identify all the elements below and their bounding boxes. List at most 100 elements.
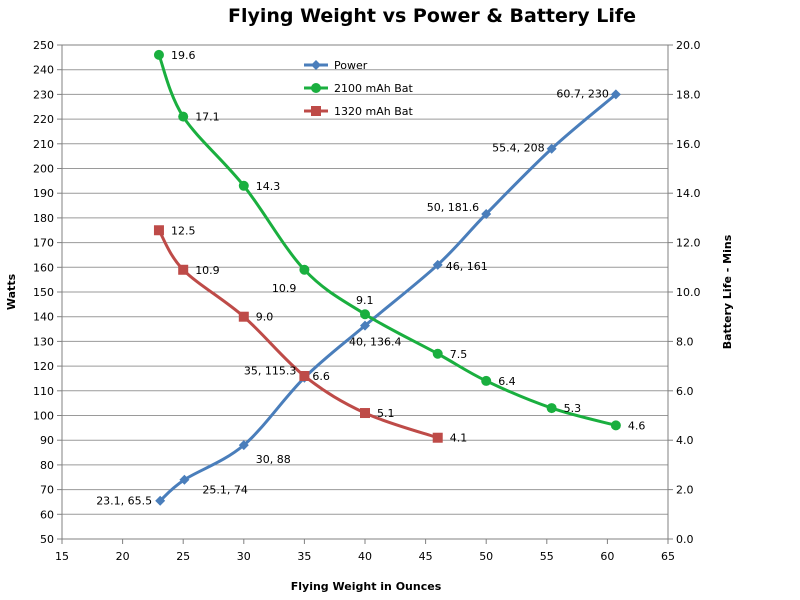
chart-title: Flying Weight vs Power & Battery Life [228,5,636,27]
x-tick-label: 65 [661,550,675,563]
legend-label-2100-mah-bat: 2100 mAh Bat [334,82,413,95]
y2-tick-label: 18.0 [676,88,701,101]
data-label-1320-mah-bat: 9.0 [256,311,273,324]
x-tick-label: 25 [176,550,190,563]
data-label-power: 46, 161 [446,260,488,273]
y-tick-label: 50 [40,533,54,546]
series-line-power [159,93,617,502]
marker-power [360,320,370,331]
data-label-2100-mah-bat: 4.6 [628,419,646,432]
marker-2100-mah-bat [360,309,370,320]
data-label-2100-mah-bat: 9.1 [356,294,374,307]
data-label-2100-mah-bat: 17.1 [195,111,220,124]
y-tick-label: 250 [33,39,54,52]
data-label-power: 40, 136.4 [349,336,401,349]
marker-power [481,208,492,219]
grid [62,44,668,540]
x-tick-label: 45 [419,550,433,563]
marker-power [238,440,249,451]
y-tick-label: 110 [33,385,54,398]
marker-2100-mah-bat [432,348,443,359]
y-tick-label: 140 [33,311,54,324]
data-label-1320-mah-bat: 10.9 [195,264,220,277]
y-tick-label: 170 [33,237,54,250]
data-label-power: 25.1, 74 [202,484,247,497]
data-label-2100-mah-bat: 10.9 [272,282,297,295]
series-lines [157,54,617,502]
marker-2100-mah-bat [481,375,492,386]
ticks: 50 60 70 80 90 100 110 120 130 140 150 160 170 180 190… [33,39,701,563]
y2-tick-label: 12.0 [676,237,701,250]
x-tick-label: 50 [479,550,493,563]
marker-power [610,89,621,100]
data-label-2100-mah-bat: 5.3 [564,402,582,415]
series-markers [153,49,621,506]
marker-2100-mah-bat [299,264,310,275]
marker-1320-mah-bat [238,311,249,322]
y-tick-label: 220 [33,113,54,126]
legend-label-power: Power [334,59,368,72]
y-tick-label: 190 [33,187,54,200]
data-label-1320-mah-bat: 6.6 [312,370,330,383]
x-tick-label: 35 [297,550,311,563]
y-tick-label: 90 [40,434,54,447]
x-tick-label: 15 [55,550,69,563]
marker-2100-mah-bat [238,180,249,191]
marker-power [546,143,557,154]
y2-tick-label: 16.0 [676,138,701,151]
y2-tick-label: 8.0 [676,335,694,348]
x-tick-label: 30 [237,550,251,563]
x-tick-label: 55 [540,550,554,563]
y2-axis-title: Battery Life - Mins [721,234,734,349]
legend-label-1320-mah-bat: 1320 mAh Bat [334,105,413,118]
marker-2100-mah-bat [610,420,621,431]
data-label-power: 35, 115.3 [244,365,296,378]
y2-tick-label: 14.0 [676,187,701,200]
y-tick-label: 210 [33,138,54,151]
y2-tick-label: 2.0 [676,484,694,497]
y-tick-label: 100 [33,410,54,423]
y-tick-label: 240 [33,64,54,77]
marker-2100-mah-bat [546,403,557,414]
data-label-1320-mah-bat: 5.1 [377,407,395,420]
data-label-2100-mah-bat: 6.4 [498,375,516,388]
data-label-power: 50, 181.6 [427,201,479,214]
marker-1320-mah-bat [432,432,443,443]
data-label-power: 23.1, 65.5 [96,495,152,508]
data-label-2100-mah-bat: 19.6 [171,49,196,62]
marker-2100-mah-bat [153,49,164,60]
data-label-power: 30, 88 [256,453,291,466]
data-label-1320-mah-bat: 4.1 [450,432,468,445]
data-label-power: 55.4, 208 [492,142,544,155]
legend-marker-power [311,60,321,70]
y-tick-label: 60 [40,508,54,521]
y2-tick-label: 0.0 [676,533,694,546]
x-tick-label: 20 [116,550,130,563]
x-tick-label: 40 [358,550,372,563]
y2-tick-label: 4.0 [676,434,694,447]
y-tick-label: 80 [40,459,54,472]
y-tick-label: 130 [33,335,54,348]
marker-1320-mah-bat [299,370,310,381]
x-tick-label: 60 [600,550,614,563]
y-tick-label: 180 [33,212,54,225]
y-tick-label: 230 [33,88,54,101]
marker-power [179,474,190,485]
x-axis-title: Flying Weight in Ounces [291,580,442,593]
y-tick-label: 150 [33,286,54,299]
legend: Power 2100 mAh Bat 1320 mAh Bat [304,59,413,118]
y2-tick-label: 6.0 [676,385,694,398]
marker-1320-mah-bat [360,408,370,419]
y-axis-title: Watts [5,273,18,310]
y-tick-label: 120 [33,360,54,373]
marker-power [155,495,166,506]
y-tick-label: 200 [33,163,54,176]
legend-marker-2100-mah-bat [311,83,321,93]
marker-1320-mah-bat [153,225,164,236]
data-labels: 23.1, 65.5 25.1, 74 30, 88 35, 115.3 40, 136… [96,49,645,508]
y-tick-label: 160 [33,261,54,274]
data-label-2100-mah-bat: 14.3 [256,180,280,193]
y2-tick-label: 10.0 [676,286,701,299]
data-label-power: 60.7, 230 [556,87,608,100]
